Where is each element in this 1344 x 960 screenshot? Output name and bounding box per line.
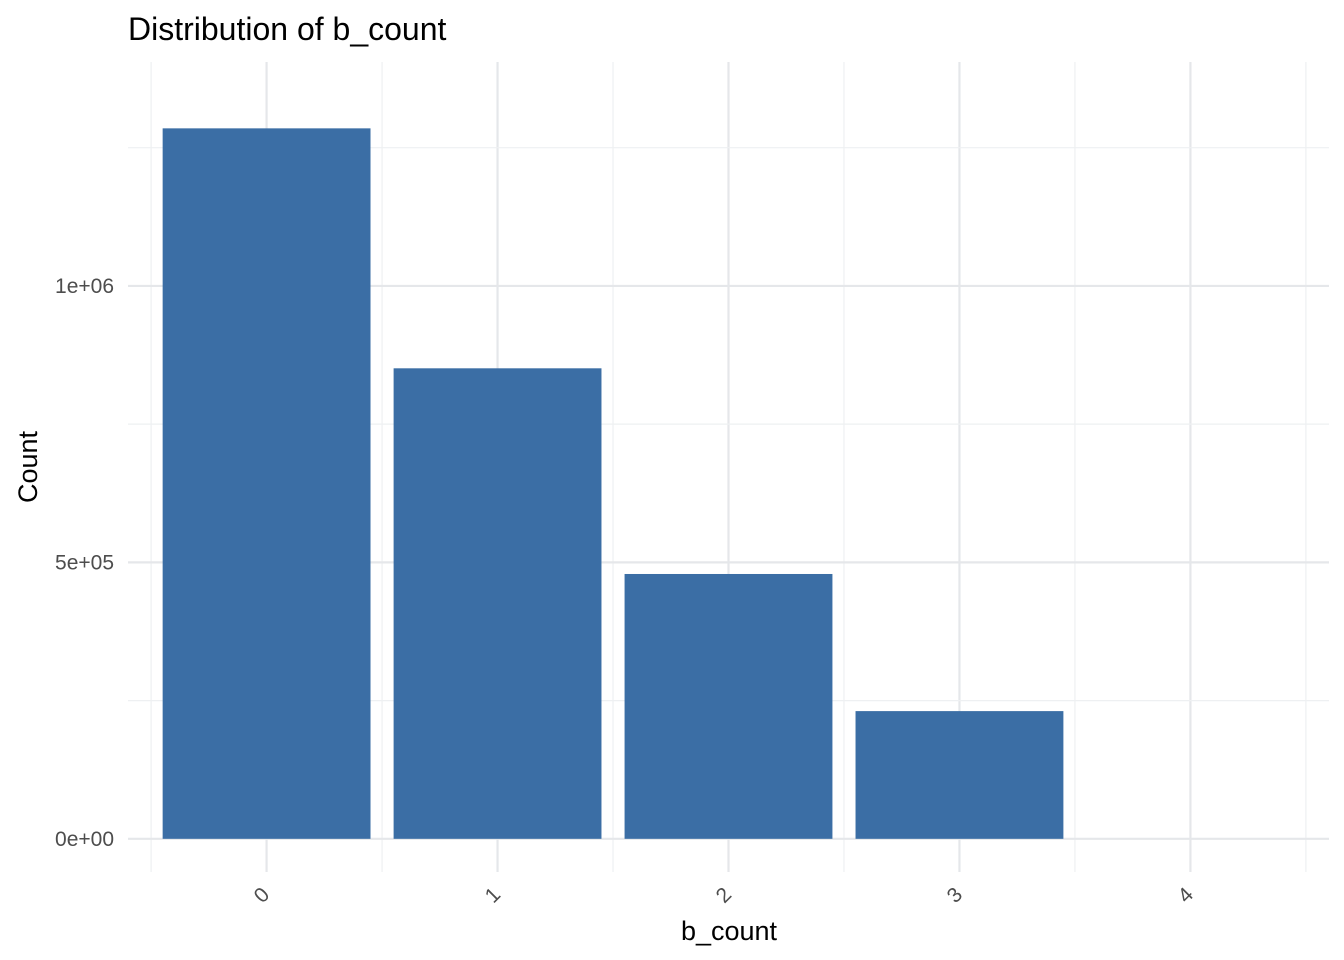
x-tick-label: 3 [943, 883, 968, 908]
bar-3 [855, 711, 1064, 839]
y-tick-label: 0e+00 [55, 828, 114, 851]
bar-0 [162, 128, 371, 839]
x-tick-label: 4 [1174, 883, 1199, 908]
y-tick-label: 5e+05 [55, 551, 114, 574]
y-tick-label: 1e+06 [55, 275, 114, 298]
y-axis-title: Count [13, 430, 43, 503]
chart-title: Distribution of b_count [128, 11, 447, 47]
x-axis-title: b_count [681, 916, 778, 946]
y-axis-ticks: 0e+00 5e+05 1e+06 [55, 275, 114, 851]
x-tick-label: 0 [250, 883, 275, 908]
x-tick-label: 2 [712, 883, 737, 908]
bar-2 [624, 573, 833, 839]
x-axis-ticks: 0 1 2 3 4 [250, 883, 1199, 908]
bars-layer [162, 128, 1064, 839]
bar-1 [393, 368, 602, 839]
x-tick-label: 1 [481, 883, 506, 908]
